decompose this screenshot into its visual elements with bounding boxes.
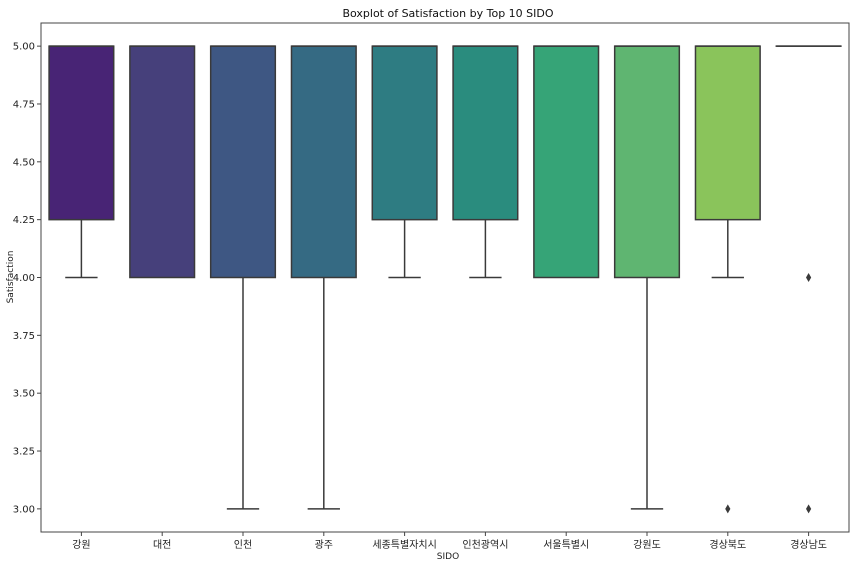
x-tick-label: 인천 bbox=[234, 539, 252, 551]
y-tick-label: 4.00 bbox=[13, 273, 35, 284]
box-5 bbox=[371, 45, 438, 279]
y-axis-title: Satisfaction bbox=[6, 251, 16, 304]
iqr-box bbox=[129, 45, 196, 279]
outlier-point bbox=[806, 504, 812, 514]
iqr-box bbox=[533, 45, 600, 279]
box-8 bbox=[613, 45, 681, 510]
iqr-box bbox=[694, 45, 761, 221]
iqr-box bbox=[613, 45, 681, 279]
box-9 bbox=[694, 45, 761, 514]
x-tick-label: 경상남도 bbox=[790, 538, 827, 551]
x-tick-label: 서울특별시 bbox=[543, 539, 589, 551]
x-tick-label: 경상북도 bbox=[709, 538, 746, 551]
x-axis-title: SIDO bbox=[437, 552, 459, 562]
y-tick-label: 5.00 bbox=[13, 42, 35, 53]
y-tick-label: 4.50 bbox=[13, 157, 35, 168]
iqr-box bbox=[290, 45, 357, 279]
y-tick-label: 3.25 bbox=[13, 447, 35, 458]
box-1 bbox=[48, 45, 115, 279]
box-7 bbox=[533, 45, 600, 279]
y-tick-label: 3.00 bbox=[13, 504, 35, 515]
iqr-box bbox=[209, 45, 277, 279]
x-tick-label: 광주 bbox=[315, 539, 333, 551]
y-tick-label: 4.25 bbox=[13, 215, 35, 226]
box-4 bbox=[290, 45, 357, 510]
iqr-box bbox=[452, 45, 519, 221]
y-tick-label: 3.75 bbox=[13, 331, 35, 342]
iqr-box bbox=[48, 45, 115, 221]
box-6 bbox=[452, 45, 519, 279]
y-tick-label: 3.50 bbox=[13, 389, 35, 400]
iqr-box bbox=[371, 45, 438, 221]
box-2 bbox=[129, 45, 196, 279]
box-3 bbox=[209, 45, 277, 510]
outlier-point bbox=[725, 504, 731, 514]
x-tick-label: 세종특별자치시 bbox=[372, 539, 436, 551]
y-axis: 3.00 3.25 3.50 3.75 4.00 4.25 4.50 4.75 5.00 bbox=[13, 42, 41, 515]
y-tick-label: 4.75 bbox=[13, 99, 35, 110]
x-tick-label: 강원도 bbox=[633, 539, 661, 551]
x-tick-label: 인천광역시 bbox=[462, 539, 508, 551]
boxes-layer bbox=[48, 45, 842, 514]
outlier-point bbox=[806, 273, 812, 282]
box-10 bbox=[775, 45, 842, 514]
chart-title: Boxplot of Satisfaction by Top 10 SIDO bbox=[342, 7, 553, 20]
x-axis: 강원 대전 인천 광주 세종특별자치시 인천광역시 서울특별시 강원도 경상북도 경상남도 bbox=[72, 532, 827, 551]
x-tick-label: 강원 bbox=[72, 539, 90, 551]
x-tick-label: 대전 bbox=[153, 539, 171, 551]
